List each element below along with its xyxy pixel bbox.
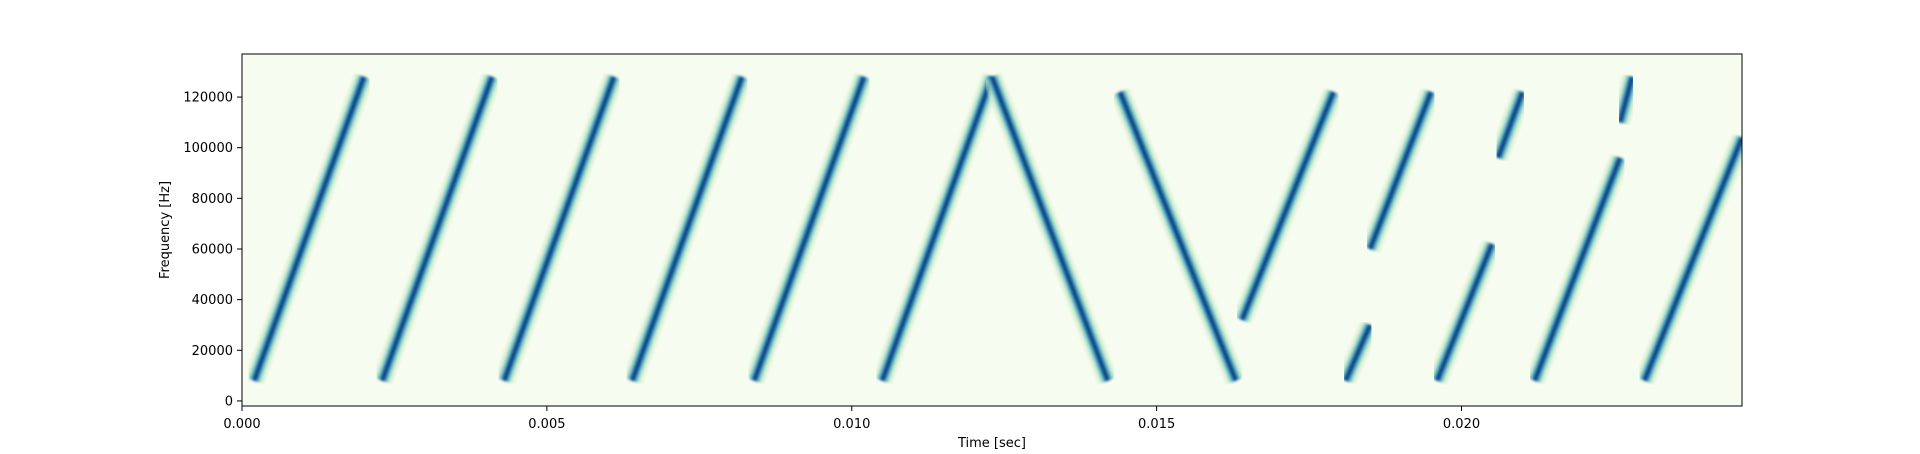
x-axis: 0.000 0.005 0.010 0.015 0.020 <box>223 406 1480 432</box>
x-tick-label: 0.000 <box>223 417 260 432</box>
y-tick-label: 0 <box>225 394 233 409</box>
plot-frame <box>241 53 1743 407</box>
x-tick-label: 0.015 <box>1138 417 1175 432</box>
y-tick-label: 40000 <box>192 293 233 308</box>
y-tick-label: 120000 <box>183 91 233 106</box>
y-axis: 0 20000 40000 60000 80000 100000 120000 <box>183 91 242 409</box>
y-tick-label: 60000 <box>192 242 233 257</box>
ridge-12 <box>1427 240 1502 385</box>
y-tick-label: 80000 <box>192 192 233 207</box>
ridge-1 <box>244 73 374 385</box>
y-tick-label: 20000 <box>192 344 233 359</box>
plot-background <box>242 54 1742 406</box>
spectrogram-ridges <box>244 73 1742 385</box>
y-axis-label: Frequency [Hz] <box>158 181 173 279</box>
ridge-7 <box>982 73 1118 385</box>
y-tick-label: 100000 <box>183 141 233 156</box>
ridge-4 <box>622 73 752 385</box>
x-tick-label: 0.020 <box>1443 417 1480 432</box>
ridge-14 <box>1525 154 1630 385</box>
ridge-2 <box>372 73 502 385</box>
ridge-16 <box>1635 133 1742 385</box>
ridge-13 <box>1488 88 1532 162</box>
ridge-8 <box>1110 88 1246 385</box>
ridge-5 <box>744 73 874 385</box>
ridge-15 <box>1610 74 1642 125</box>
x-axis-label: Time [sec] <box>957 436 1026 451</box>
ridge-10 <box>1336 320 1380 385</box>
ridge-3 <box>494 73 624 385</box>
x-tick-label: 0.005 <box>528 417 565 432</box>
ridge-6 <box>872 73 1002 385</box>
x-tick-label: 0.010 <box>833 417 870 432</box>
ridge-11 <box>1360 88 1441 253</box>
ridge-9 <box>1232 88 1343 324</box>
